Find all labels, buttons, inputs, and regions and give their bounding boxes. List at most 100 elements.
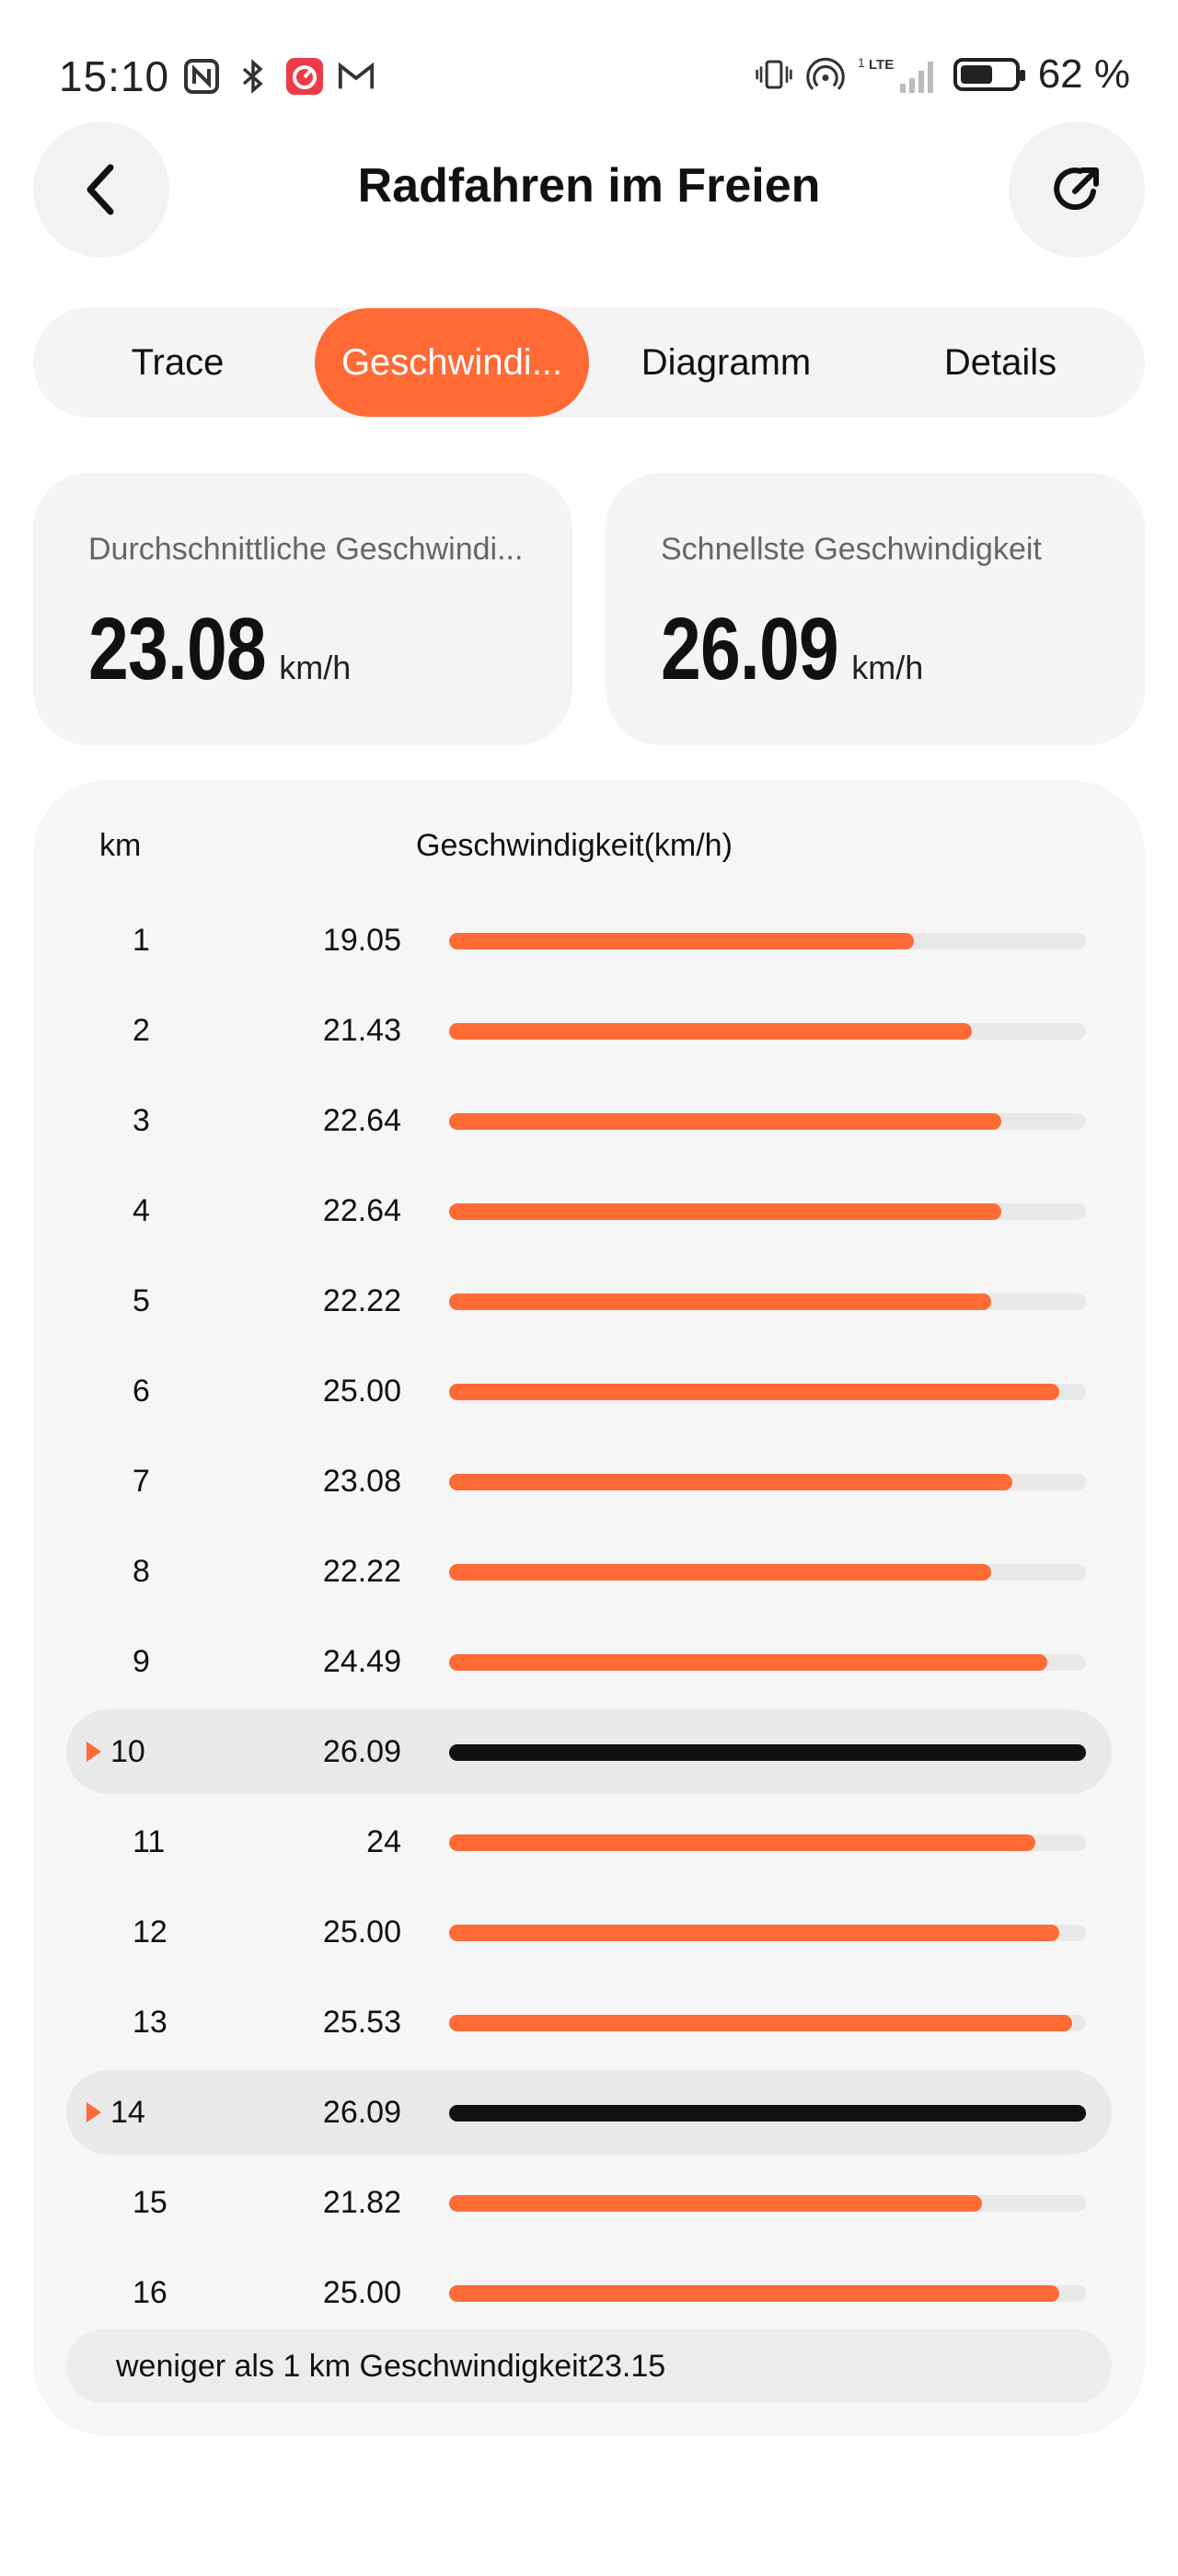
- speed-bar-track: [449, 1474, 1086, 1490]
- speed-bar: [449, 1654, 1047, 1671]
- split-km: 14: [110, 2095, 145, 2130]
- speed-bar: [449, 1474, 1013, 1490]
- speed-bar: [449, 1113, 1002, 1130]
- speed-bar-track: [449, 1203, 1086, 1220]
- speed-bar: [449, 2015, 1073, 2031]
- split-speed: 26.09: [322, 1734, 401, 1769]
- status-bar: 15:10 1 LTE 62 %: [0, 0, 1178, 129]
- vibrate-icon: [755, 55, 793, 94]
- speed-bar: [449, 933, 915, 949]
- share-arrow-icon: [1054, 167, 1099, 211]
- speed-bar-track: [449, 2105, 1086, 2122]
- speed-bar: [449, 1384, 1060, 1400]
- share-button[interactable]: [1009, 121, 1145, 258]
- tab-speed[interactable]: Geschwindi...: [315, 308, 589, 417]
- tab-bar: Trace Geschwindi... Diagramm Details: [33, 307, 1145, 418]
- speed-bar: [449, 1744, 1086, 1761]
- average-speed-value: 23.08: [88, 600, 267, 698]
- speed-bar: [449, 1564, 992, 1581]
- split-row: 13 25.53: [66, 1980, 1112, 2064]
- fastest-speed-label: Schnellste Geschwindigkeit: [661, 532, 1042, 567]
- hotspot-icon: [805, 55, 845, 94]
- speed-bar-track: [449, 1925, 1086, 1941]
- average-speed-card: Durchschnittliche Geschwindi... 23.08 km…: [33, 473, 572, 745]
- battery-icon: [953, 58, 1025, 91]
- speed-bar: [449, 1294, 992, 1310]
- split-speed: 26.09: [322, 2095, 401, 2130]
- fastest-marker-icon: [87, 2102, 101, 2122]
- split-row: 3 22.64: [66, 1078, 1112, 1163]
- split-speed: 22.22: [322, 1554, 401, 1589]
- split-km: 1: [133, 923, 150, 958]
- speed-bar: [449, 1023, 973, 1040]
- split-speed: 22.22: [322, 1283, 401, 1318]
- split-row: 6 25.00: [66, 1349, 1112, 1433]
- average-speed-label: Durchschnittliche Geschwindi...: [88, 532, 524, 567]
- split-row: 7 23.08: [66, 1439, 1112, 1524]
- speed-bar-track: [449, 933, 1086, 949]
- bluetooth-icon: [234, 57, 272, 96]
- split-row: 8 22.22: [66, 1529, 1112, 1614]
- split-row: 2 21.43: [66, 988, 1112, 1073]
- split-speed: 25.00: [322, 1374, 401, 1409]
- split-km: 5: [133, 1283, 150, 1318]
- split-km: 3: [133, 1103, 150, 1138]
- back-button[interactable]: [33, 121, 169, 258]
- speed-bar: [449, 2195, 982, 2212]
- fastest-speed-unit: km/h: [851, 649, 924, 686]
- split-speed: 22.64: [322, 1103, 401, 1138]
- split-km: 11: [133, 1824, 166, 1859]
- gmail-icon: [337, 57, 375, 96]
- speed-bar-track: [449, 2285, 1086, 2302]
- speed-bar: [449, 1925, 1060, 1941]
- speed-bar-track: [449, 1834, 1086, 1851]
- speed-bar-track: [449, 2195, 1086, 2212]
- split-row: 9 24.49: [66, 1619, 1112, 1704]
- split-km: 15: [133, 2185, 167, 2220]
- speed-bar: [449, 2105, 1086, 2122]
- split-speed: 25.00: [322, 2275, 401, 2310]
- splits-panel: km Geschwindigkeit(km/h) 1 19.05 2 21.43 3 22…: [33, 780, 1145, 2436]
- split-km: 12: [133, 1915, 167, 1949]
- speed-column-header: Geschwindigkeit(km/h): [416, 828, 733, 863]
- speed-bar: [449, 2285, 1060, 2302]
- split-speed: 25.00: [322, 1915, 401, 1949]
- fastest-speed-card: Schnellste Geschwindigkeit 26.09 km/h: [606, 473, 1145, 745]
- remaining-distance-note: weniger als 1 km Geschwindigkeit23.15: [66, 2329, 1112, 2403]
- split-row: 16 25.00: [66, 2250, 1112, 2335]
- speed-bar-track: [449, 2015, 1086, 2031]
- svg-text:LTE: LTE: [869, 57, 894, 73]
- split-row: 4 22.64: [66, 1168, 1112, 1253]
- tab-trace[interactable]: Trace: [131, 341, 225, 383]
- split-km: 9: [133, 1644, 150, 1679]
- km-column-header: km: [99, 828, 142, 863]
- average-speed-unit: km/h: [279, 649, 352, 686]
- speed-bar-track: [449, 1654, 1086, 1671]
- split-km: 10: [110, 1734, 145, 1769]
- split-speed: 21.82: [322, 2185, 401, 2220]
- split-row: 15 21.82: [66, 2160, 1112, 2245]
- battery-percent: 62 %: [1037, 52, 1130, 97]
- split-km: 6: [133, 1374, 150, 1409]
- split-speed: 25.53: [322, 2005, 401, 2040]
- split-row: 1 19.05: [66, 898, 1112, 983]
- speed-bar: [449, 1203, 1002, 1220]
- tab-details[interactable]: Details: [943, 341, 1057, 383]
- split-row: 14 26.09: [66, 2070, 1112, 2155]
- speed-bar-track: [449, 1294, 1086, 1310]
- speed-bar-track: [449, 1744, 1086, 1761]
- split-row: 5 22.22: [66, 1259, 1112, 1343]
- fastest-speed-value: 26.09: [661, 600, 839, 698]
- tab-chart[interactable]: Diagramm: [641, 341, 812, 383]
- status-time: 15:10: [59, 52, 170, 100]
- split-km: 8: [133, 1554, 150, 1589]
- speed-bar-track: [449, 1564, 1086, 1581]
- speed-bar-track: [449, 1023, 1086, 1040]
- speed-bar-track: [449, 1384, 1086, 1400]
- split-speed: 23.08: [322, 1464, 401, 1499]
- split-speed: 19.05: [322, 923, 401, 958]
- nfc-icon: [182, 57, 221, 96]
- split-km: 4: [133, 1193, 150, 1228]
- speedometer-app-icon: [285, 57, 324, 96]
- split-speed: 24.49: [322, 1644, 401, 1679]
